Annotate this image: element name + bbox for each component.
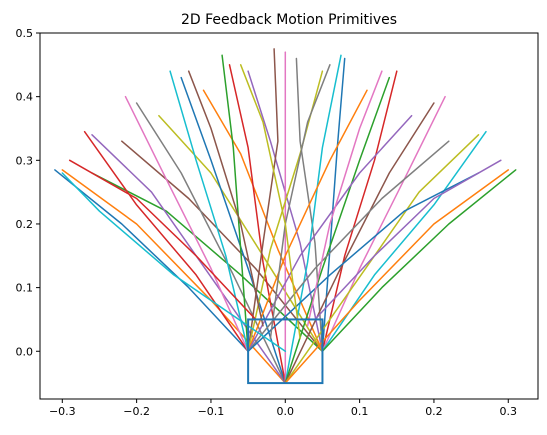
- trajectory-line: [321, 57, 346, 353]
- y-axis: 0.0 0.1 0.2 0.3 0.4 0.5: [16, 27, 40, 358]
- trajectory-line: [91, 172, 324, 353]
- y-tick-label: 0.2: [16, 218, 34, 231]
- x-tick-label: 0.3: [500, 405, 518, 418]
- trajectory-line: [247, 114, 413, 353]
- trajectory-line: [169, 70, 249, 353]
- trajectory-line: [228, 64, 287, 384]
- trajectory-line: [91, 134, 287, 384]
- start-region-box: [247, 318, 324, 385]
- y-tick-label: 0.3: [16, 154, 34, 167]
- trajectory-line: [321, 130, 487, 353]
- trajectory-line: [124, 95, 249, 353]
- trajectory-line: [321, 95, 446, 353]
- trajectory-line: [61, 172, 287, 353]
- trajectory-line: [247, 172, 480, 353]
- y-tick-label: 0.4: [16, 91, 34, 104]
- trajectory-line: [247, 89, 368, 353]
- x-tick-label: −0.1: [198, 405, 225, 418]
- y-tick-label: 0.5: [16, 27, 34, 40]
- x-tick-label: 0.2: [425, 405, 443, 418]
- chart-title: 2D Feedback Motion Primitives: [181, 12, 397, 28]
- trajectory-line: [135, 102, 287, 384]
- x-tick-label: 0.0: [277, 405, 295, 418]
- trajectory-line: [187, 70, 264, 327]
- trajectory-line: [321, 70, 398, 353]
- trajectory-lines: [54, 48, 517, 385]
- y-tick-label: 0.1: [16, 282, 34, 295]
- trajectory-line: [68, 159, 257, 321]
- x-tick-label: −0.3: [49, 405, 76, 418]
- x-axis: −0.3 −0.2 −0.1 0.0 0.1 0.2 0.3: [49, 399, 517, 418]
- trajectory-line: [284, 134, 480, 384]
- x-tick-label: −0.2: [123, 405, 150, 418]
- trajectory-line: [221, 54, 249, 353]
- trajectory-line: [83, 130, 249, 353]
- trajectory-line: [314, 159, 502, 321]
- x-tick-label: 0.1: [351, 405, 369, 418]
- trajectory-line: [284, 76, 391, 384]
- trajectory-line: [247, 140, 450, 353]
- trajectory-line: [54, 169, 249, 353]
- trajectory-line: [239, 64, 301, 340]
- trajectory-line: [247, 48, 279, 353]
- trajectory-line: [284, 54, 342, 384]
- trajectory-line: [269, 64, 331, 340]
- trajectory-line: [284, 102, 435, 384]
- trajectory-line: [295, 57, 324, 353]
- trajectory-line: [121, 140, 324, 353]
- trajectory-line: [321, 169, 517, 353]
- axes-frame: [39, 32, 539, 400]
- y-tick-label: 0.0: [16, 345, 34, 358]
- trajectory-line: [180, 76, 287, 384]
- trajectory-line: [306, 70, 383, 327]
